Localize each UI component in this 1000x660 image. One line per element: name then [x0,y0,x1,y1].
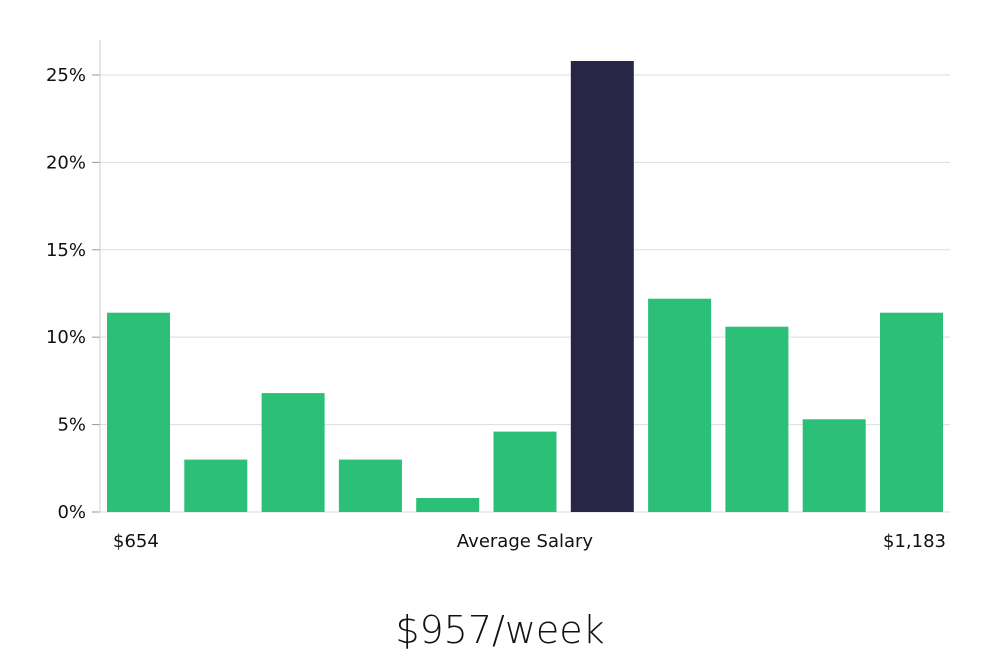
bar [725,326,789,512]
bar [338,459,402,512]
bar [493,431,557,512]
y-tick-label: 5% [57,415,86,436]
bar [261,393,325,512]
bar-highlighted [570,61,634,512]
y-tick-label: 10% [46,327,86,348]
bar [802,419,866,512]
y-tick-labels: 0% 5% 10% 15% 20% 25% [46,65,86,523]
bar [416,498,480,512]
x-label-center: Average Salary [457,531,594,552]
x-label-min: $654 [113,531,159,552]
y-tick-label: 25% [46,65,86,86]
y-tick-label: 0% [57,502,86,523]
bar [648,298,712,512]
salary-histogram: 0% 5% 10% 15% 20% 25% $654 Average Salary $1,… [46,40,950,552]
y-tick-label: 20% [46,152,86,173]
bars [107,61,943,512]
y-tick-label: 15% [46,240,86,261]
average-salary-value: $957/week [395,608,605,652]
x-label-max: $1,183 [883,531,946,552]
bar [880,312,943,512]
bar [107,312,170,512]
bar [184,459,248,512]
gridlines [100,74,950,426]
